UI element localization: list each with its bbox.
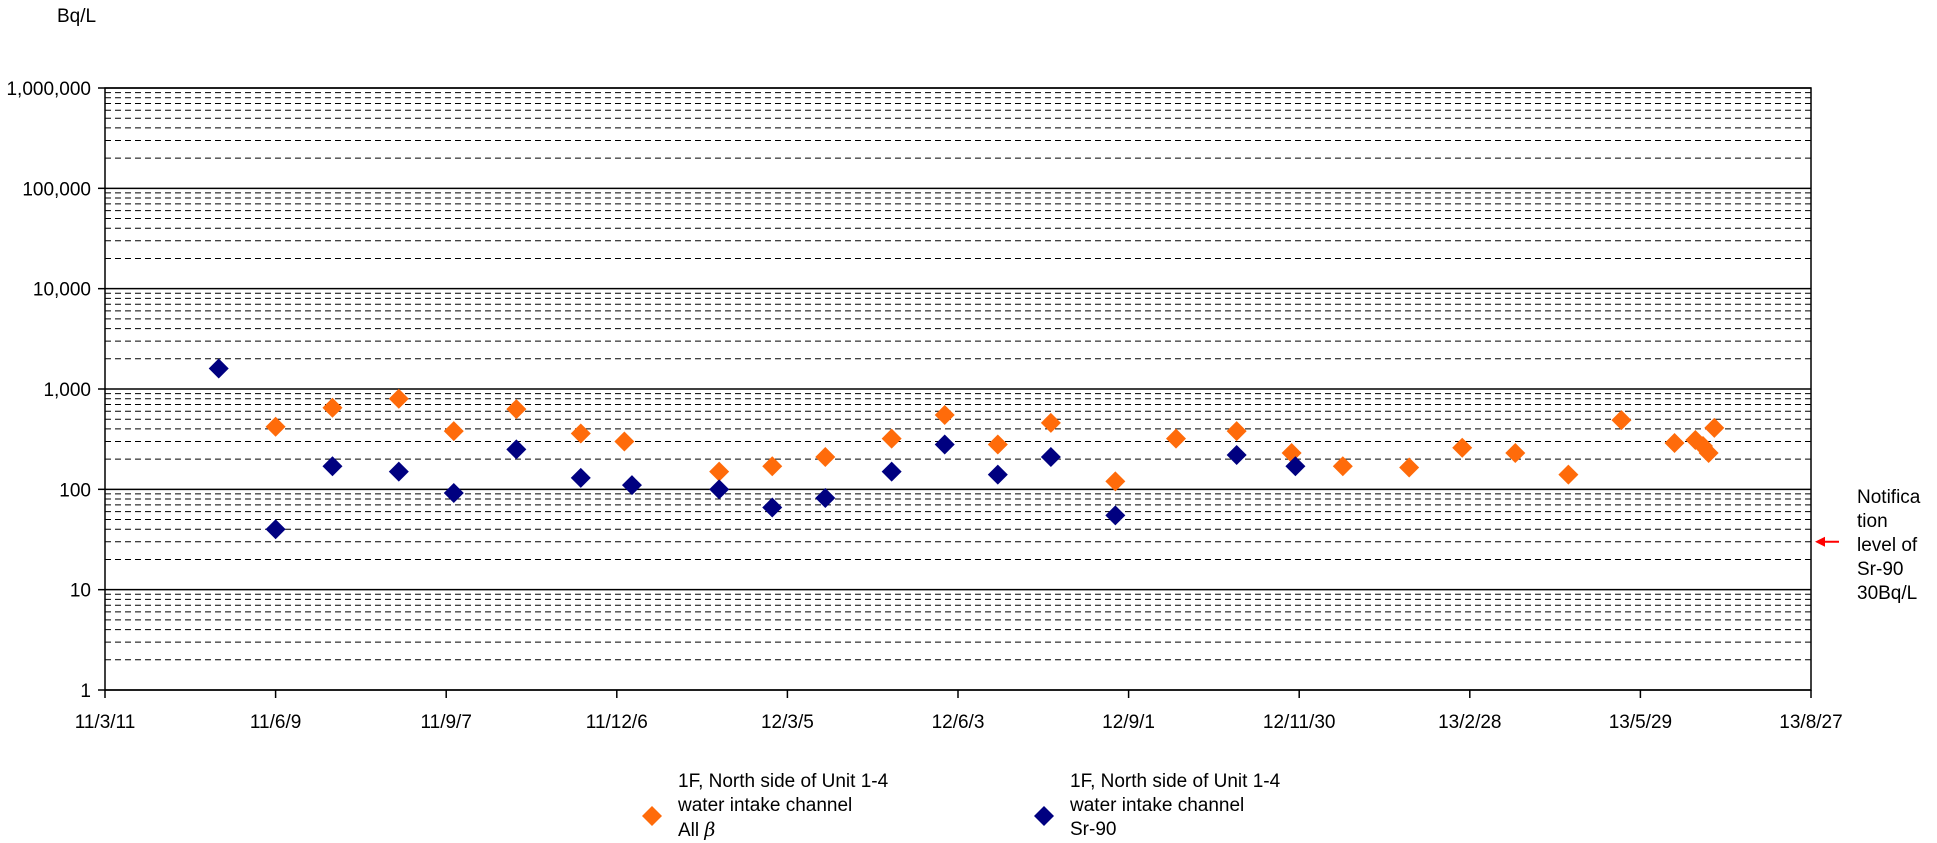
- data-point-diamond: [762, 456, 783, 477]
- data-point-diamond: [934, 405, 955, 426]
- data-point-diamond: [815, 487, 836, 508]
- data-point-diamond: [443, 421, 464, 442]
- data-point-diamond: [506, 399, 527, 420]
- data-series: [208, 358, 1725, 540]
- x-tick-label: 12/6/3: [932, 712, 985, 733]
- data-point-diamond: [265, 416, 286, 437]
- data-point-diamond: [1105, 471, 1126, 492]
- legend-label: 1F, North side of Unit 1-4 water intake …: [1070, 770, 1280, 842]
- data-point-diamond: [1505, 443, 1526, 464]
- data-point-diamond: [815, 447, 836, 468]
- x-tick-label: 12/3/5: [761, 712, 814, 733]
- series-1: [208, 358, 1306, 540]
- y-tick-label: 1,000,000: [6, 79, 91, 100]
- data-point-diamond: [709, 479, 730, 500]
- notification-label-line: Notifica: [1857, 487, 1921, 508]
- legend-label-line: water intake channel: [678, 795, 853, 816]
- notification-level-marker: [1815, 536, 1839, 547]
- data-point-diamond: [1611, 410, 1632, 431]
- data-point-diamond: [322, 397, 343, 418]
- series-0: [265, 388, 1725, 492]
- y-tick-label: 1,000: [43, 380, 91, 401]
- data-point-diamond: [570, 467, 591, 488]
- data-point-diamond: [709, 461, 730, 482]
- legend-label-line: 1F, North side of Unit 1-4: [678, 771, 889, 792]
- data-point-diamond: [1558, 464, 1579, 485]
- data-point-diamond: [1040, 412, 1061, 433]
- legend-label-line: 1F, North side of Unit 1-4: [1070, 771, 1281, 792]
- data-point-diamond: [1664, 432, 1685, 453]
- data-point-diamond: [1452, 437, 1473, 458]
- x-tick-label: 12/11/30: [1263, 712, 1336, 733]
- notification-label-line: Sr-90: [1857, 559, 1904, 580]
- data-point-diamond: [265, 519, 286, 540]
- data-point-diamond: [1226, 444, 1247, 465]
- x-tick-label: 13/8/27: [1779, 712, 1842, 733]
- data-point-diamond: [570, 423, 591, 444]
- data-point-diamond: [1165, 428, 1186, 449]
- notification-level-label: Notifica tion level of Sr-90 30Bq/L: [1857, 486, 1932, 606]
- arrow-left-icon: [1815, 536, 1825, 547]
- data-point-diamond: [443, 482, 464, 503]
- data-point-diamond: [881, 428, 902, 449]
- navy-diamond-icon: [1034, 806, 1054, 826]
- x-tick-label: 13/5/29: [1609, 712, 1672, 733]
- data-point-diamond: [1285, 456, 1306, 477]
- data-point-diamond: [388, 461, 409, 482]
- data-point-diamond: [881, 461, 902, 482]
- x-tick-label: 11/9/7: [420, 712, 471, 733]
- y-tick-label: 10,000: [33, 280, 91, 301]
- minor-gridlines: [105, 92, 1811, 661]
- legend-label-text: All: [678, 820, 705, 841]
- legend-label: 1F, North side of Unit 1-4 water intake …: [678, 770, 888, 843]
- y-tick-label: 100,000: [22, 179, 91, 200]
- data-point-diamond: [1226, 421, 1247, 442]
- data-point-diamond: [614, 431, 635, 452]
- data-point-diamond: [987, 464, 1008, 485]
- beta-symbol: β: [704, 819, 716, 841]
- x-axis: 11/3/11 11/6/9 11/9/7 11/12/6 12/3/5 12/6/3 12…: [75, 690, 1843, 733]
- data-point-diamond: [762, 497, 783, 518]
- data-point-diamond: [1704, 417, 1725, 438]
- data-point-diamond: [1332, 456, 1353, 477]
- notification-label-line: tion: [1857, 511, 1888, 532]
- data-point-diamond: [1040, 447, 1061, 468]
- legend-label-line: All β: [678, 818, 888, 843]
- legend-label-line: water intake channel: [1070, 795, 1245, 816]
- data-point-diamond: [1399, 457, 1420, 478]
- data-point-diamond: [934, 434, 955, 455]
- x-tick-label: 12/9/1: [1102, 712, 1155, 733]
- data-point-diamond: [1105, 505, 1126, 526]
- x-tick-label: 11/3/11: [75, 712, 136, 733]
- y-tick-label: 1: [80, 681, 91, 702]
- x-tick-label: 11/6/9: [250, 712, 301, 733]
- orange-diamond-icon: [642, 806, 662, 826]
- data-point-diamond: [621, 475, 642, 496]
- y-tick-label: 10: [70, 581, 91, 602]
- y-axis-unit-label: Bq/L: [57, 6, 97, 27]
- data-point-diamond: [208, 358, 229, 379]
- notification-label-line: 30Bq/L: [1857, 583, 1918, 604]
- data-point-diamond: [506, 439, 527, 460]
- notification-label-line: level of: [1857, 535, 1918, 556]
- legend-label-line: Sr-90: [1070, 819, 1117, 840]
- y-tick-label: 100: [59, 480, 91, 501]
- x-tick-label: 13/2/28: [1438, 712, 1501, 733]
- data-point-diamond: [987, 434, 1008, 455]
- data-point-diamond: [388, 388, 409, 409]
- y-axis: 1 10 100 1,000 10,000 100,000 1,000,000: [6, 79, 105, 702]
- x-tick-label: 11/12/6: [586, 712, 648, 733]
- data-point-diamond: [1698, 443, 1719, 464]
- data-point-diamond: [322, 456, 343, 477]
